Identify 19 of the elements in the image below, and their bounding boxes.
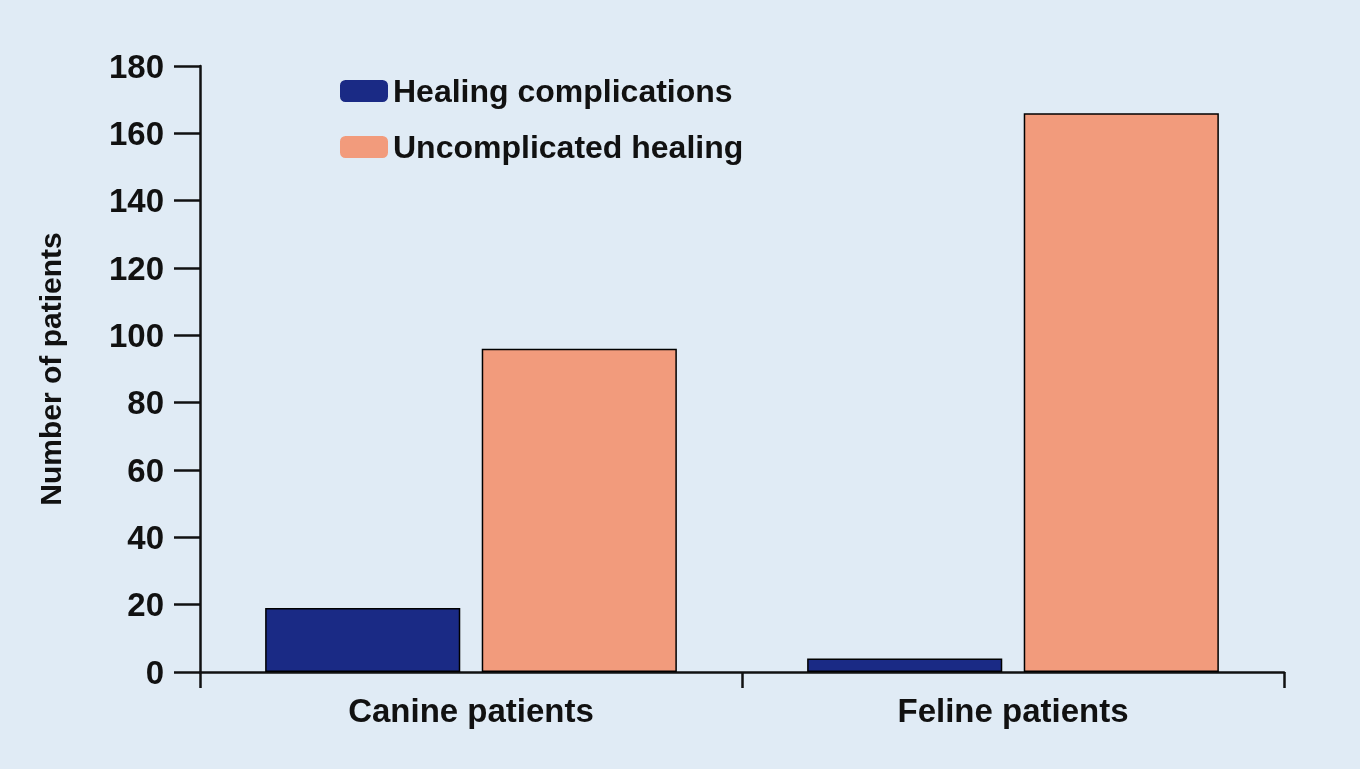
- bar: [1023, 113, 1219, 672]
- y-tick-label: 120: [108, 249, 164, 287]
- y-tick-label: 60: [127, 451, 164, 489]
- x-tick-label: Feline patients: [897, 692, 1129, 729]
- bar: [807, 658, 1003, 672]
- y-tick-label: 160: [108, 114, 164, 152]
- bar: [481, 348, 677, 672]
- y-tick-label: 40: [127, 518, 164, 556]
- legend-label: Uncomplicated healing: [393, 129, 744, 165]
- y-axis-title: Number of patients: [33, 232, 67, 506]
- bar: [265, 608, 461, 672]
- y-tick-label: 180: [108, 47, 164, 85]
- y-tick-label: 100: [108, 316, 164, 354]
- y-tick-label: 80: [127, 384, 164, 422]
- y-tick-label: 0: [145, 653, 164, 691]
- y-tick-label: 20: [127, 586, 164, 624]
- legend-label: Healing complications: [393, 73, 733, 109]
- y-tick-label: 140: [108, 182, 164, 220]
- x-tick-label: Canine patients: [348, 692, 594, 729]
